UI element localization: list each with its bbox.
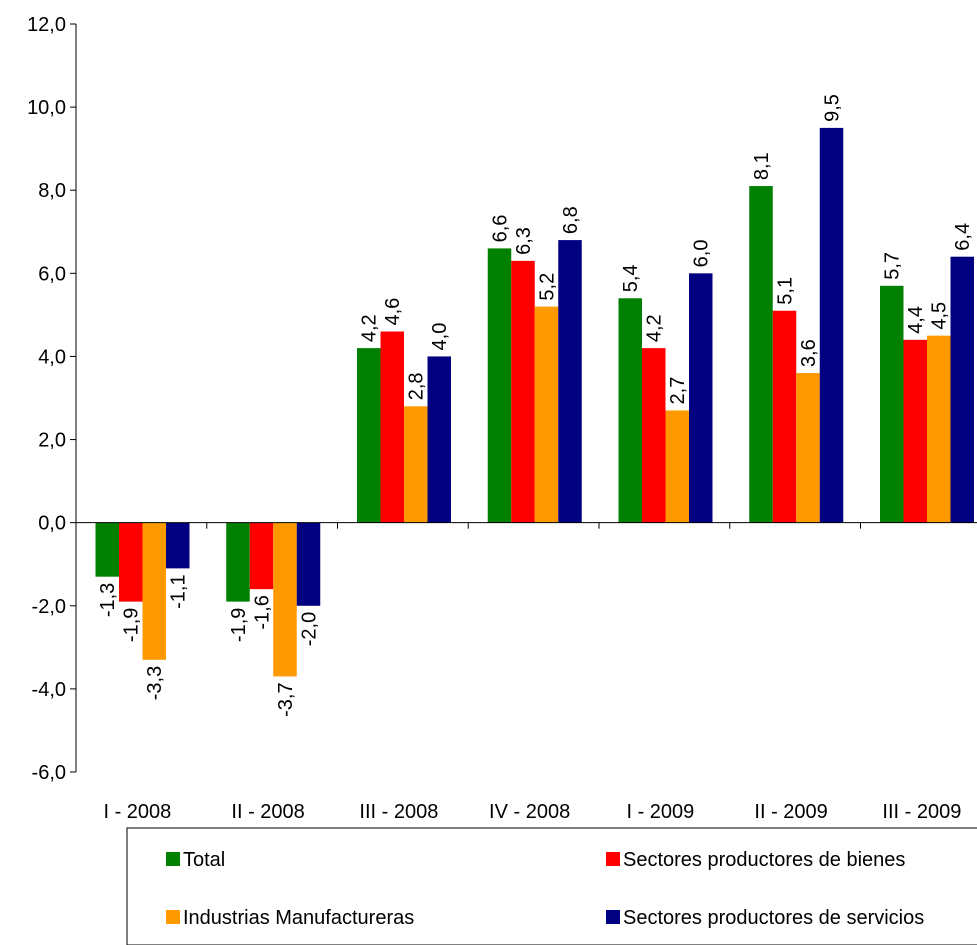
bar-1-1 bbox=[95, 522, 119, 577]
bar-4-4 bbox=[558, 240, 582, 523]
data-label-1-6: 8,1 bbox=[751, 152, 773, 180]
legend-label-2: Sectores productores de bienes bbox=[623, 849, 905, 871]
bar-2-2 bbox=[249, 522, 274, 590]
legend-box bbox=[126, 827, 977, 945]
data-label-2-5: 4,2 bbox=[644, 314, 666, 342]
x-tick-label-5: I - 2009 bbox=[626, 801, 694, 823]
x-tick-label-4: IV - 2008 bbox=[489, 801, 570, 823]
y-tick-label-2: 10,0 bbox=[27, 97, 66, 119]
bar-4-1 bbox=[166, 522, 190, 569]
data-label-4-7: 6,4 bbox=[952, 223, 974, 251]
data-label-4-1: -1,1 bbox=[168, 574, 190, 608]
data-label-3-6: 3,6 bbox=[798, 339, 820, 367]
data-labels-layer: -1,3-1,94,26,65,48,15,7-1,9 -1,64,66,34,2… bbox=[97, 94, 974, 717]
y-tick-label-9: -4,0 bbox=[32, 679, 66, 701]
data-label-2-7: 4,4 bbox=[905, 306, 927, 334]
data-label-1-5: 5,4 bbox=[620, 264, 642, 292]
data-label-2-4: 6,3 bbox=[513, 227, 535, 255]
data-label-3-4: 5,2 bbox=[537, 273, 559, 301]
data-label-4-5: 6,0 bbox=[691, 240, 713, 268]
data-label-3-5: 2,7 bbox=[667, 377, 689, 405]
y-tick-label-7: 0,0 bbox=[38, 513, 66, 535]
y-tick-label-6: 2,0 bbox=[38, 430, 66, 452]
bar-1-3 bbox=[357, 348, 381, 523]
x-tick-label-6: II - 2009 bbox=[754, 801, 827, 823]
bar-2-4 bbox=[511, 260, 535, 523]
x-tick-label-7: III - 2009 bbox=[882, 801, 961, 823]
bar-3-4 bbox=[534, 306, 559, 523]
bar-1-5 bbox=[618, 298, 642, 523]
y-tick-label-8: -2,0 bbox=[32, 596, 66, 618]
data-label-4-3: 4,0 bbox=[429, 323, 451, 351]
data-label-4-4: 6,8 bbox=[560, 206, 582, 234]
bar-3-6 bbox=[796, 373, 820, 523]
y-tick-label-5: 4,0 bbox=[38, 346, 66, 368]
data-label-2-1: -1,9 bbox=[121, 608, 143, 642]
data-label-3-3: 2,8 bbox=[406, 372, 428, 400]
data-label-1-1: -1,3 bbox=[97, 583, 119, 617]
x-tick-label-3: III - 2008 bbox=[359, 801, 438, 823]
legend-label-4: Sectores productores de servicios bbox=[623, 907, 924, 929]
legend-swatch-3 bbox=[166, 910, 180, 924]
legend-swatch-2 bbox=[606, 852, 620, 866]
data-label-2-3: 4,6 bbox=[382, 298, 404, 326]
data-label-3-2: -3,7 bbox=[275, 682, 297, 716]
bar-1-4 bbox=[487, 248, 512, 523]
legend-label-3: Industrias Manufactureras bbox=[183, 907, 414, 929]
bar-3-3 bbox=[404, 406, 428, 523]
legend-swatch-4 bbox=[606, 910, 620, 924]
data-label-1-4: 6,6 bbox=[490, 215, 512, 243]
data-label-1-2: -1,9 bbox=[228, 608, 250, 642]
bar-4-5 bbox=[689, 273, 713, 523]
x-tick-label-1: I - 2008 bbox=[103, 801, 171, 823]
data-label-3-1: -3,3 bbox=[144, 666, 166, 700]
y-tick-label-1: 12,0 bbox=[27, 14, 66, 36]
bar-4-6 bbox=[819, 127, 844, 523]
bar-3-5 bbox=[665, 410, 689, 523]
bar-2-7 bbox=[903, 339, 927, 523]
data-label-4-2: -2,0 bbox=[299, 612, 321, 646]
y-tick-label-3: 8,0 bbox=[38, 180, 66, 202]
bar-3-7 bbox=[927, 335, 951, 523]
bar-3-1 bbox=[142, 522, 166, 660]
bar-1-6 bbox=[749, 186, 773, 523]
bar-3-2 bbox=[273, 522, 297, 677]
legend-swatch-1 bbox=[166, 852, 180, 866]
bar-4-3 bbox=[427, 356, 451, 523]
bar-2-5 bbox=[642, 348, 666, 523]
data-label-2-2: -1,6 bbox=[252, 595, 274, 629]
bar-2-1 bbox=[119, 522, 143, 602]
bar-1-7 bbox=[880, 285, 904, 523]
y-tick-label-10: -6,0 bbox=[32, 762, 66, 784]
bar-1-2 bbox=[226, 522, 250, 602]
y-tick-label-4: 6,0 bbox=[38, 263, 66, 285]
data-label-4-6: 9,5 bbox=[822, 94, 844, 122]
bar-2-6 bbox=[772, 310, 797, 523]
bar-4-7 bbox=[950, 256, 974, 523]
data-label-3-7: 4,5 bbox=[929, 302, 951, 330]
bar-4-2 bbox=[296, 522, 321, 606]
x-tick-label-2: II - 2008 bbox=[231, 801, 304, 823]
axes-layer: 12,0 10,0 8,0 6,0 4,0 2,0 0,0 -2,0 -4,0 -6,0 I - 2… bbox=[27, 14, 977, 823]
bar-2-3 bbox=[380, 331, 404, 523]
data-label-1-3: 4,2 bbox=[359, 314, 381, 342]
data-label-1-7: 5,7 bbox=[882, 252, 904, 280]
bars-layer bbox=[95, 127, 974, 677]
legend: Total Sectores productores de bienes Indus… bbox=[126, 827, 977, 945]
data-label-2-6: 5,1 bbox=[775, 277, 797, 305]
legend-label-1: Total bbox=[183, 849, 225, 871]
